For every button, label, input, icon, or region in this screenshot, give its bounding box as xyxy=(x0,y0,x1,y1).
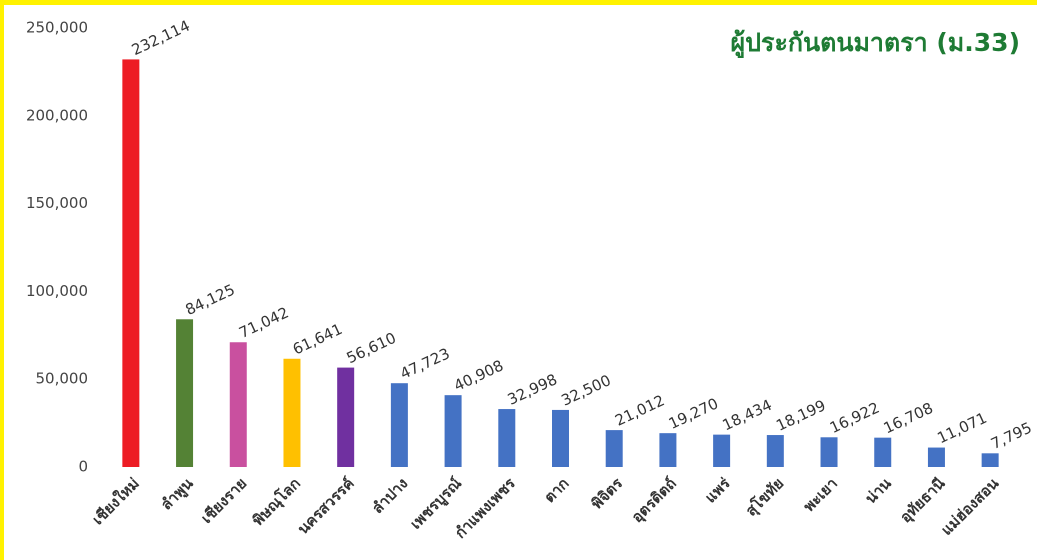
value-label: 232,114 xyxy=(129,17,193,60)
value-label: 40,908 xyxy=(451,356,506,395)
x-tick-label: อุตรดิตถ์ xyxy=(628,474,681,527)
value-label: 56,610 xyxy=(344,329,399,368)
y-tick-label: 50,000 xyxy=(36,370,89,388)
x-tick-label: นครสวรรค์ xyxy=(294,474,358,538)
value-label: 19,270 xyxy=(666,394,721,433)
x-tick-label: น่าน xyxy=(862,474,896,508)
value-label: 71,042 xyxy=(236,303,291,342)
value-label: 16,708 xyxy=(881,399,936,438)
value-label: 18,199 xyxy=(773,396,828,435)
x-tick-label: พิจิตร xyxy=(588,474,627,513)
y-tick-label: 150,000 xyxy=(26,194,88,212)
bar xyxy=(283,358,301,467)
bar xyxy=(498,409,516,467)
value-label: 7,795 xyxy=(988,419,1035,453)
bar xyxy=(766,435,784,467)
value-label: 32,998 xyxy=(505,370,560,409)
bar xyxy=(552,409,569,467)
bar xyxy=(229,342,247,467)
bar xyxy=(176,319,194,467)
bar xyxy=(605,430,623,467)
value-label: 18,434 xyxy=(720,396,775,435)
y-tick-label: 100,000 xyxy=(26,282,88,300)
y-tick-label: 250,000 xyxy=(26,19,88,37)
bar xyxy=(713,434,731,467)
value-label: 84,125 xyxy=(183,280,238,319)
x-tick-label: แม่ฮ่องสอน xyxy=(937,474,1002,539)
x-tick-label: ตาก xyxy=(541,474,573,506)
value-label: 47,723 xyxy=(397,344,452,383)
bar xyxy=(659,433,677,467)
x-tick-label: พะเยา xyxy=(800,474,841,515)
left-border xyxy=(0,0,4,560)
bar xyxy=(337,367,355,467)
x-tick-label: แพร่ xyxy=(701,474,734,507)
chart-title: ผู้ประกันตนมาตรา (ม.33) xyxy=(731,28,1020,59)
bar xyxy=(981,453,999,467)
value-label: 32,500 xyxy=(558,371,613,410)
y-tick-label: 200,000 xyxy=(26,106,88,124)
bar xyxy=(122,59,140,468)
bar xyxy=(927,447,945,467)
bar xyxy=(444,395,462,467)
bar xyxy=(390,383,408,467)
y-tick-label: 0 xyxy=(78,458,88,476)
top-border xyxy=(0,0,1037,5)
value-label: 61,641 xyxy=(290,320,345,359)
x-tick-label: ลำปาง xyxy=(368,474,411,517)
value-label: 16,922 xyxy=(827,398,882,437)
x-tick-label: เชียงราย xyxy=(197,474,250,527)
x-tick-label: อุทัยธานี xyxy=(896,474,949,527)
x-tick-label: สุโขทัย xyxy=(741,474,788,521)
x-tick-label: ลำพูน xyxy=(157,474,198,515)
x-tick-label: เชียงใหม่ xyxy=(89,474,143,528)
value-label: 11,071 xyxy=(934,409,989,448)
bar xyxy=(874,437,892,467)
bar xyxy=(820,437,838,467)
value-label: 21,012 xyxy=(612,391,667,430)
